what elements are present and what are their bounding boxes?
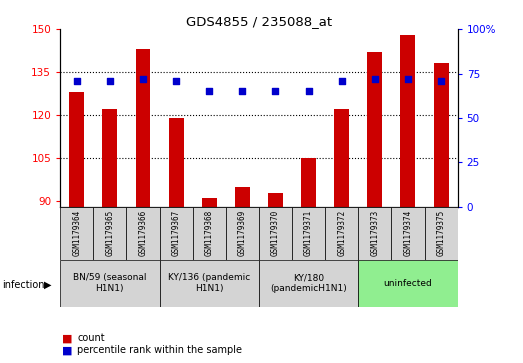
Bar xyxy=(301,158,316,207)
Bar xyxy=(434,64,449,207)
Point xyxy=(73,78,81,83)
Bar xyxy=(391,207,425,260)
Text: ▶: ▶ xyxy=(44,280,51,290)
Text: ■: ■ xyxy=(62,333,72,343)
Bar xyxy=(93,207,127,260)
Bar xyxy=(268,192,283,207)
Bar xyxy=(425,207,458,260)
Text: KY/136 (pandemic
H1N1): KY/136 (pandemic H1N1) xyxy=(168,273,251,293)
Bar xyxy=(259,207,292,260)
Bar xyxy=(259,260,358,307)
Point xyxy=(437,78,445,83)
Title: GDS4855 / 235088_at: GDS4855 / 235088_at xyxy=(186,15,332,28)
Text: BN/59 (seasonal
H1N1): BN/59 (seasonal H1N1) xyxy=(73,273,146,293)
Bar xyxy=(358,260,458,307)
Bar xyxy=(235,187,250,207)
Text: GSM1179374: GSM1179374 xyxy=(403,210,413,256)
Bar xyxy=(160,260,259,307)
Text: ■: ■ xyxy=(62,345,72,355)
Text: infection: infection xyxy=(3,280,45,290)
Text: KY/180
(pandemicH1N1): KY/180 (pandemicH1N1) xyxy=(270,273,347,293)
Text: GSM1179373: GSM1179373 xyxy=(370,210,379,256)
Bar xyxy=(192,207,226,260)
Text: GSM1179367: GSM1179367 xyxy=(172,210,180,256)
Text: percentile rank within the sample: percentile rank within the sample xyxy=(77,345,242,355)
Point xyxy=(304,88,313,94)
Text: GSM1179371: GSM1179371 xyxy=(304,210,313,256)
Bar xyxy=(202,198,217,207)
Text: GSM1179368: GSM1179368 xyxy=(204,210,214,256)
Bar xyxy=(226,207,259,260)
Point xyxy=(337,78,346,83)
Text: GSM1179375: GSM1179375 xyxy=(437,210,446,256)
Point xyxy=(172,78,180,83)
Bar xyxy=(60,260,160,307)
Bar xyxy=(69,92,84,207)
Bar xyxy=(325,207,358,260)
Bar xyxy=(367,52,382,207)
Bar xyxy=(292,207,325,260)
Bar xyxy=(168,118,184,207)
Text: GSM1179366: GSM1179366 xyxy=(139,210,147,256)
Point xyxy=(404,76,412,82)
Text: uninfected: uninfected xyxy=(383,279,433,287)
Point xyxy=(106,78,114,83)
Text: GSM1179370: GSM1179370 xyxy=(271,210,280,256)
Bar xyxy=(358,207,391,260)
Bar xyxy=(401,35,415,207)
Bar xyxy=(334,109,349,207)
Bar xyxy=(60,207,93,260)
Text: GSM1179365: GSM1179365 xyxy=(105,210,115,256)
Point xyxy=(238,88,246,94)
Bar xyxy=(127,207,160,260)
Text: GSM1179364: GSM1179364 xyxy=(72,210,81,256)
Point xyxy=(371,76,379,82)
Text: GSM1179372: GSM1179372 xyxy=(337,210,346,256)
Bar xyxy=(135,49,151,207)
Point xyxy=(205,88,213,94)
Point xyxy=(271,88,280,94)
Text: GSM1179369: GSM1179369 xyxy=(238,210,247,256)
Bar xyxy=(103,109,117,207)
Bar xyxy=(160,207,192,260)
Text: count: count xyxy=(77,333,105,343)
Point xyxy=(139,76,147,82)
